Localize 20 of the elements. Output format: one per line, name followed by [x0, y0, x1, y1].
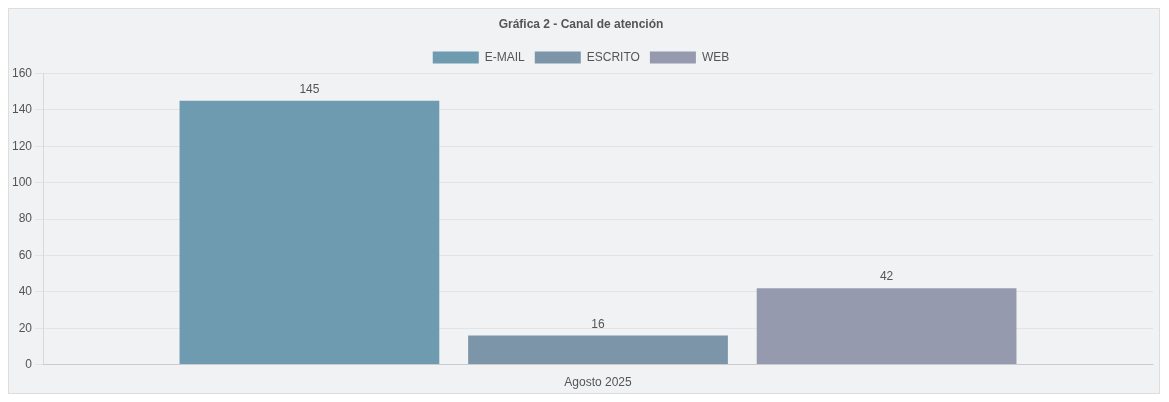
- legend-label: ESCRITO: [586, 49, 640, 64]
- legend-label: E-MAIL: [484, 49, 526, 64]
- data-label: 145: [299, 82, 320, 97]
- legend-label: WEB: [701, 49, 730, 64]
- chart-title: Gráfica 2 - Canal de atención: [498, 16, 664, 31]
- y-tick-label: 60: [18, 247, 33, 262]
- bar: [468, 335, 728, 365]
- x-tick-label: Agosto 2025: [564, 375, 633, 390]
- bar: [756, 288, 1017, 365]
- y-tick-label: 40: [18, 284, 33, 299]
- data-label: 42: [879, 269, 894, 284]
- y-tick-label: 140: [11, 102, 33, 117]
- bar: [179, 100, 440, 365]
- y-tick-label: 20: [18, 320, 33, 335]
- y-tick-label: 0: [25, 356, 33, 371]
- y-tick-label: 80: [18, 211, 33, 226]
- y-tick-label: 160: [11, 65, 33, 80]
- y-tick-label: 120: [11, 138, 33, 153]
- data-label: 16: [591, 316, 605, 331]
- y-tick-label: 100: [11, 174, 33, 189]
